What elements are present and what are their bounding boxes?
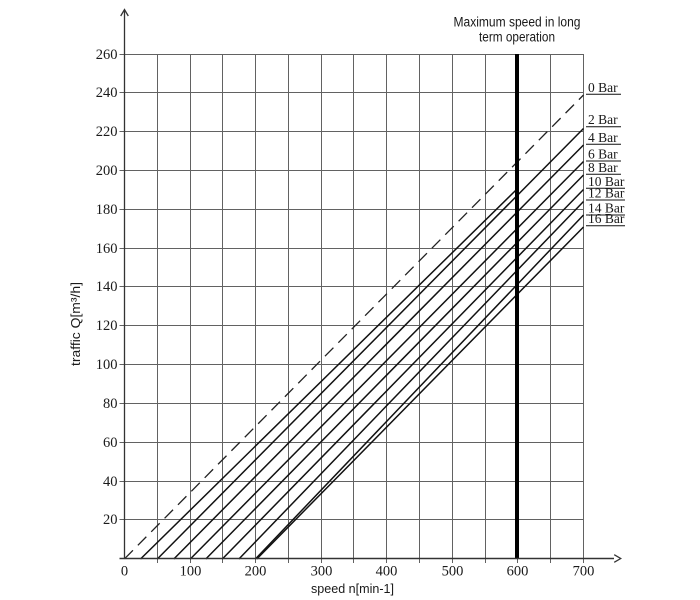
svg-text:6 Bar: 6 Bar — [588, 147, 618, 162]
svg-text:40: 40 — [103, 474, 118, 490]
svg-text:2 Bar: 2 Bar — [588, 112, 618, 127]
svg-text:400: 400 — [376, 564, 398, 580]
svg-text:100: 100 — [180, 564, 202, 580]
svg-text:600: 600 — [507, 564, 529, 580]
svg-text:4 Bar: 4 Bar — [588, 130, 618, 145]
svg-text:100: 100 — [96, 357, 118, 373]
svg-text:8 Bar: 8 Bar — [588, 160, 618, 175]
svg-text:240: 240 — [96, 85, 118, 101]
svg-text:200: 200 — [96, 163, 118, 179]
svg-text:10 Bar: 10 Bar — [588, 174, 625, 189]
svg-text:200: 200 — [245, 564, 267, 580]
svg-text:220: 220 — [96, 124, 118, 140]
svg-text:0: 0 — [121, 564, 128, 580]
svg-text:0 Bar: 0 Bar — [588, 80, 618, 95]
svg-text:term operation: term operation — [479, 30, 555, 45]
svg-text:140: 140 — [96, 279, 118, 295]
svg-text:14 Bar: 14 Bar — [588, 201, 625, 216]
svg-text:180: 180 — [96, 202, 118, 218]
svg-text:traffic Q[m³/h]: traffic Q[m³/h] — [68, 282, 83, 366]
svg-text:16 Bar: 16 Bar — [588, 211, 625, 226]
svg-text:Maximum speed in long: Maximum speed in long — [454, 14, 581, 29]
svg-text:20: 20 — [103, 512, 118, 528]
svg-text:120: 120 — [96, 318, 118, 334]
svg-text:160: 160 — [96, 241, 118, 257]
svg-text:60: 60 — [103, 435, 118, 451]
svg-text:500: 500 — [442, 564, 464, 580]
svg-text:700: 700 — [573, 564, 595, 580]
svg-text:12 Bar: 12 Bar — [588, 186, 625, 201]
svg-text:260: 260 — [96, 47, 118, 63]
svg-text:300: 300 — [311, 564, 333, 580]
svg-text:speed n[min-1]: speed n[min-1] — [311, 581, 394, 596]
svg-text:80: 80 — [103, 396, 118, 412]
